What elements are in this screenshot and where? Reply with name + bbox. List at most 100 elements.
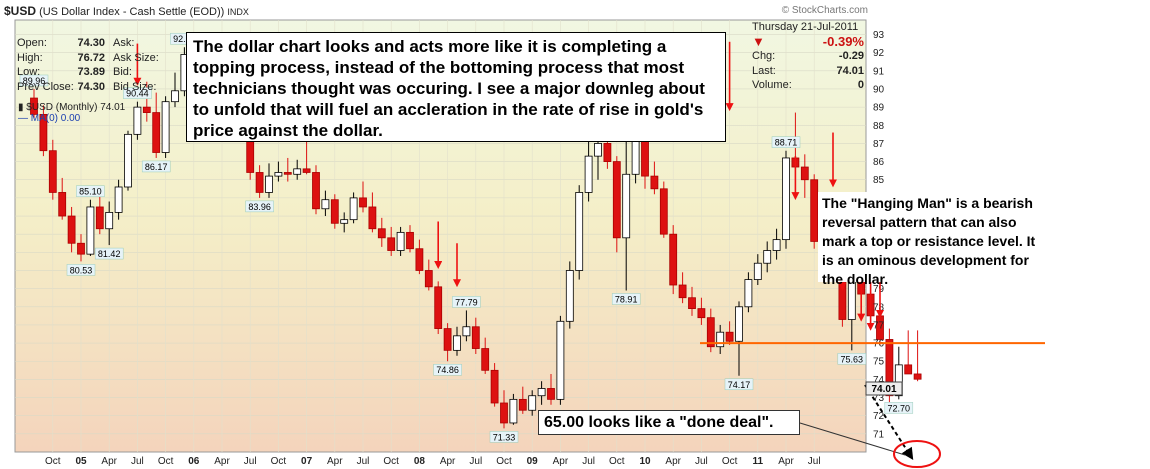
x-tick-label: 07 — [301, 456, 313, 467]
candle-body — [133, 106, 142, 135]
volume-label: Volume: — [752, 79, 792, 92]
x-tick-label: Jul — [244, 456, 257, 467]
callout-label: 71.33 — [493, 432, 516, 442]
x-tick-label: Apr — [214, 456, 230, 467]
candle-legend-icon: ▮ — [18, 102, 24, 113]
quote-date: Thursday 21-Jul-2011 — [752, 21, 859, 34]
y-tick-label: 77 — [873, 320, 885, 331]
callout-label: 75.63 — [841, 354, 864, 364]
candle-body — [462, 326, 471, 337]
callout-label: 83.96 — [248, 202, 271, 212]
candle-body — [528, 395, 537, 411]
candle-body — [490, 369, 499, 404]
candle-body — [697, 308, 706, 319]
x-tick-label: Oct — [158, 456, 174, 467]
callout-box — [452, 296, 481, 308]
candle-body — [612, 161, 621, 239]
high-value: 76.72 — [77, 51, 105, 64]
prev-close-label: Prev Close: — [17, 80, 74, 93]
x-tick-label: Apr — [101, 456, 117, 467]
candle-body — [735, 306, 743, 342]
callout-box — [489, 431, 519, 443]
bid-size-label: Bid Size: — [113, 80, 157, 93]
callout-label: 74.86 — [436, 365, 459, 375]
candle-body — [39, 113, 48, 152]
candle-body — [518, 398, 527, 411]
candle-body — [763, 250, 772, 264]
candle-body — [885, 339, 894, 397]
callout-box — [141, 160, 171, 173]
candle-body — [161, 101, 170, 153]
callout-label: 78.91 — [615, 294, 638, 304]
candle-body — [669, 233, 678, 286]
candle-body — [650, 175, 659, 190]
x-tick-label: Jul — [695, 456, 708, 467]
x-tick-label: Jul — [808, 456, 821, 467]
candle-body — [424, 270, 433, 288]
chart-legend: ▮ $USD (Monthly) 74.01 — MA(0) 0.00 — [18, 102, 125, 124]
candle-body — [753, 262, 762, 280]
x-tick-label: Apr — [778, 456, 794, 467]
y-tick-label: 75 — [873, 357, 885, 368]
candle-body — [575, 192, 584, 271]
quote-panel: Open: 74.30 Ask: High: 76.72 Ask Size: Low: 7… — [17, 36, 187, 94]
callout-box — [123, 87, 152, 99]
x-tick-label: Apr — [665, 456, 681, 467]
candle-body — [782, 157, 790, 241]
callout-box — [433, 363, 462, 376]
candle-body — [744, 279, 753, 308]
candle-body — [725, 331, 734, 342]
x-tick-label: Apr — [440, 456, 456, 467]
candle-body — [330, 199, 339, 224]
candle-body — [904, 364, 913, 375]
candle-body — [255, 172, 264, 193]
candle-body — [594, 143, 602, 157]
callout-label: 90.44 — [126, 89, 149, 99]
candle-body — [86, 206, 95, 255]
exchange-label: INDX — [227, 7, 249, 17]
last-label: Last: — [752, 64, 776, 77]
y-tick-label: 78 — [873, 302, 885, 313]
candle-body — [349, 197, 358, 221]
candle-body — [283, 172, 292, 175]
candle-body — [622, 173, 631, 239]
x-tick-label: Oct — [271, 456, 287, 467]
x-tick-label: Jul — [469, 456, 482, 467]
candle-body — [77, 242, 85, 255]
y-tick-label: 91 — [873, 66, 885, 77]
callout-box — [771, 136, 801, 148]
x-tick-label: Apr — [553, 456, 569, 467]
candle-body — [894, 364, 903, 397]
candle-body — [340, 219, 349, 224]
callout-box — [94, 247, 124, 260]
callout-box — [724, 378, 754, 391]
low-label: Low: — [17, 66, 41, 79]
candle-body — [377, 228, 386, 239]
x-tick-label: 08 — [414, 456, 426, 467]
y-tick-label: 92 — [873, 48, 885, 59]
y-tick-label: 88 — [873, 121, 885, 132]
y-tick-label: 79 — [873, 284, 885, 295]
last-value: 74.01 — [836, 64, 864, 77]
candle-body — [547, 388, 555, 400]
red-arrows — [133, 41, 884, 331]
candle-body — [415, 248, 424, 271]
callout-box — [76, 185, 105, 197]
ask-size-label: Ask Size: — [113, 51, 159, 64]
chg-value: -0.29 — [838, 50, 864, 63]
percent-change: -0.39% — [822, 34, 864, 50]
candle-body — [800, 166, 809, 181]
candle-body — [58, 192, 67, 217]
series-legend: $USD (Monthly) 74.01 — [26, 102, 126, 113]
y-tick-label: 85 — [873, 175, 885, 186]
candle-body — [537, 388, 546, 397]
candle-body — [678, 284, 687, 299]
candle-body — [716, 331, 725, 348]
y-tick-label: 73 — [873, 393, 885, 404]
y-tick-label: 87 — [873, 139, 885, 150]
callout-box — [245, 200, 274, 213]
candle-body — [312, 172, 320, 210]
last-price-badge: 74.01 — [865, 381, 903, 396]
candle-body — [659, 188, 668, 235]
candle-body — [152, 112, 161, 153]
